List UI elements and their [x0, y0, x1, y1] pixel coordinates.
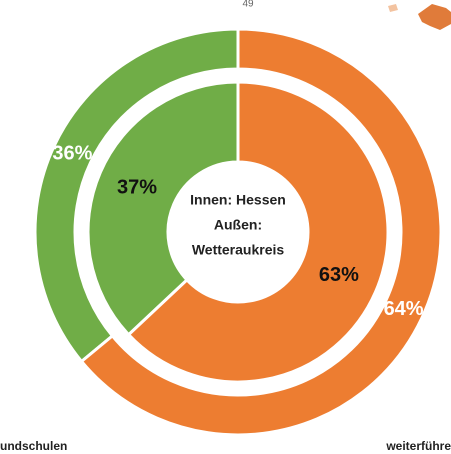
value-label: 64% [384, 298, 424, 320]
value-label: 63% [319, 264, 359, 286]
value-label: 36% [52, 142, 92, 164]
slice [79, 27, 443, 437]
decoration [388, 4, 398, 12]
category-label: weiterführe [385, 439, 451, 453]
annotation: 49 [242, 0, 254, 10]
center-text: Wetteraukreis [192, 242, 285, 258]
slice [126, 80, 390, 384]
category-label: undschulen [0, 439, 67, 453]
center-hole [170, 164, 306, 300]
decoration [418, 4, 451, 30]
rings [33, 27, 443, 437]
center-text: Außen: [214, 217, 262, 233]
center-text: Innen: Hessen [190, 192, 286, 208]
value-label: 37% [117, 177, 157, 199]
slice [86, 80, 240, 337]
